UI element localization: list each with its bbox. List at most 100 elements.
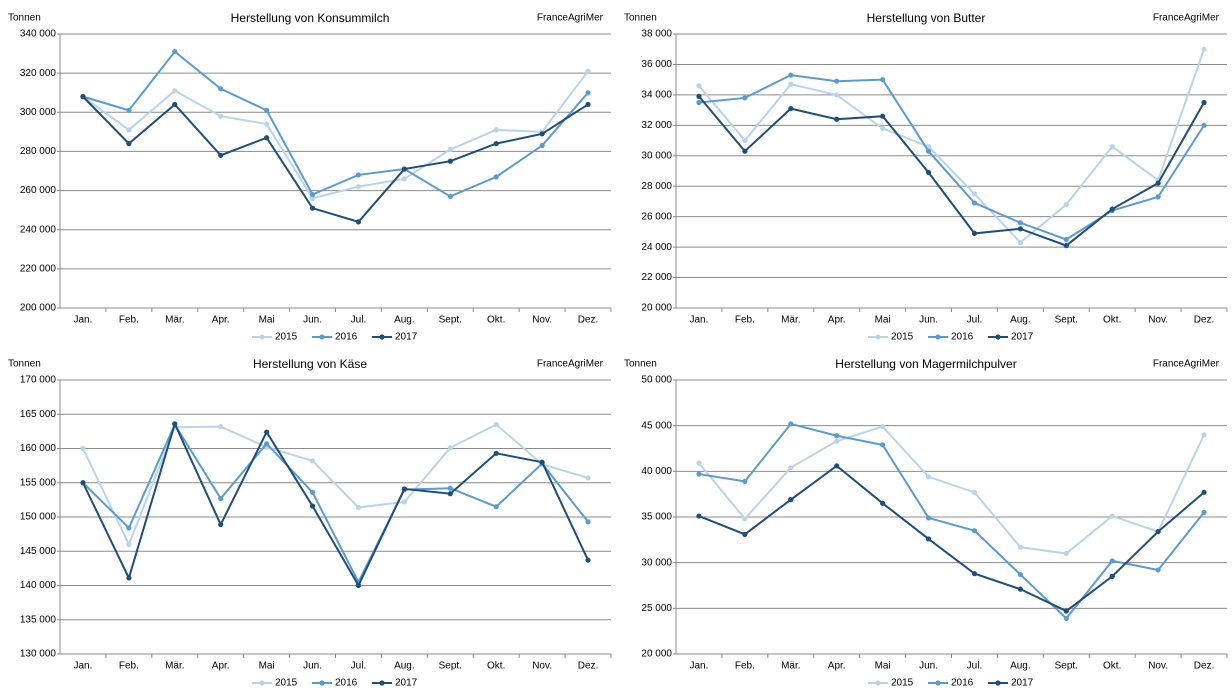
data-point xyxy=(1109,573,1115,579)
x-tick-label: Jan. xyxy=(74,661,93,672)
y-tick-label: 300 000 xyxy=(20,107,57,118)
data-point xyxy=(585,519,591,525)
y-tick-label: 200 000 xyxy=(20,303,57,314)
legend-label: 2016 xyxy=(951,678,974,689)
data-point xyxy=(539,459,545,465)
y-tick-label: 135 000 xyxy=(20,614,57,625)
data-point xyxy=(218,113,224,119)
data-point xyxy=(218,423,224,430)
source-label: FranceAgriMer xyxy=(537,13,604,24)
y-tick-label: 36 000 xyxy=(641,59,672,70)
data-point xyxy=(585,475,591,481)
data-point xyxy=(1201,432,1207,438)
chart-panel: Herstellung von Magermilchpulver Tonnen Fr… xyxy=(624,357,1228,689)
x-tick-label: Nov. xyxy=(1148,661,1168,672)
data-point xyxy=(1063,236,1069,243)
data-point xyxy=(80,94,86,100)
series-line xyxy=(82,70,589,200)
x-tick-label: Feb. xyxy=(735,315,755,326)
data-point xyxy=(126,575,132,581)
data-point xyxy=(971,489,978,495)
data-point xyxy=(126,541,132,548)
x-tick-label: Okt. xyxy=(1103,315,1121,326)
data-point xyxy=(309,458,316,464)
data-point xyxy=(447,193,453,200)
legend-marker xyxy=(259,334,265,340)
data-point xyxy=(493,450,499,456)
series-line xyxy=(698,95,1205,247)
source-label: FranceAgriMer xyxy=(1153,13,1220,24)
y-tick-label: 40 000 xyxy=(641,466,672,477)
data-point xyxy=(1109,144,1115,150)
legend-label: 2015 xyxy=(275,332,298,343)
x-tick-label: Mär. xyxy=(165,661,184,672)
data-point xyxy=(1063,242,1069,249)
x-tick-label: Mai xyxy=(259,315,275,326)
y-tick-label: 35 000 xyxy=(641,512,672,523)
series-line xyxy=(82,423,589,547)
data-point xyxy=(401,176,407,182)
data-point xyxy=(218,86,224,92)
x-tick-label: Jun. xyxy=(919,661,938,672)
series-line xyxy=(698,464,1205,613)
data-point xyxy=(172,88,178,94)
chart-title: Herstellung von Butter xyxy=(867,11,986,25)
x-tick-label: Aug. xyxy=(1010,661,1031,672)
x-tick-label: Nov. xyxy=(532,661,552,672)
data-point xyxy=(1109,513,1115,519)
x-tick-label: Sept. xyxy=(439,315,462,326)
chart-panel: Herstellung von Butter Tonnen FranceAgriMe… xyxy=(624,11,1228,343)
legend-marker xyxy=(319,334,325,340)
y-tick-label: 170 000 xyxy=(20,375,57,386)
legend-marker xyxy=(875,680,881,686)
x-tick-label: Jun. xyxy=(303,661,322,672)
x-tick-label: Okt. xyxy=(1103,661,1121,672)
y-tick-label: 145 000 xyxy=(20,546,57,557)
data-point xyxy=(1109,206,1115,212)
legend-marker xyxy=(379,334,385,340)
data-point xyxy=(880,500,886,506)
data-point xyxy=(696,99,702,106)
series-line xyxy=(698,422,1205,620)
data-point xyxy=(126,141,132,147)
x-tick-label: Nov. xyxy=(532,315,552,326)
data-point xyxy=(493,127,499,133)
x-tick-label: Mär. xyxy=(165,315,184,326)
y-tick-label: 150 000 xyxy=(20,512,57,523)
x-tick-label: Jul. xyxy=(967,661,983,672)
x-tick-label: Mai xyxy=(259,661,275,672)
y-axis-label: Tonnen xyxy=(624,359,657,370)
legend-marker xyxy=(259,680,265,686)
data-point xyxy=(880,125,886,131)
data-point xyxy=(1201,99,1207,106)
y-tick-label: 240 000 xyxy=(20,224,57,235)
data-point xyxy=(834,116,840,122)
data-point xyxy=(355,504,362,511)
data-point xyxy=(696,93,702,100)
y-tick-label: 155 000 xyxy=(20,477,57,488)
x-tick-label: Mai xyxy=(875,315,891,326)
data-point xyxy=(80,480,86,486)
data-point xyxy=(1063,608,1069,614)
data-point xyxy=(309,205,316,211)
data-point xyxy=(834,92,840,98)
y-tick-label: 280 000 xyxy=(20,146,57,157)
y-tick-label: 50 000 xyxy=(641,375,672,386)
series-line xyxy=(82,420,589,588)
data-point xyxy=(696,460,702,466)
x-tick-label: Sept. xyxy=(439,661,462,672)
x-tick-label: Nov. xyxy=(1148,315,1168,326)
y-tick-label: 20 000 xyxy=(641,649,672,660)
data-point xyxy=(880,113,886,119)
data-point xyxy=(126,107,132,113)
series-line xyxy=(82,422,589,585)
source-label: FranceAgriMer xyxy=(1153,359,1220,370)
data-point xyxy=(1017,571,1023,578)
data-point xyxy=(264,441,270,447)
legend-marker xyxy=(379,680,385,686)
data-point xyxy=(355,184,362,190)
x-tick-label: Jan. xyxy=(74,315,93,326)
x-tick-label: Jun. xyxy=(919,315,938,326)
x-tick-label: Apr. xyxy=(212,661,230,672)
